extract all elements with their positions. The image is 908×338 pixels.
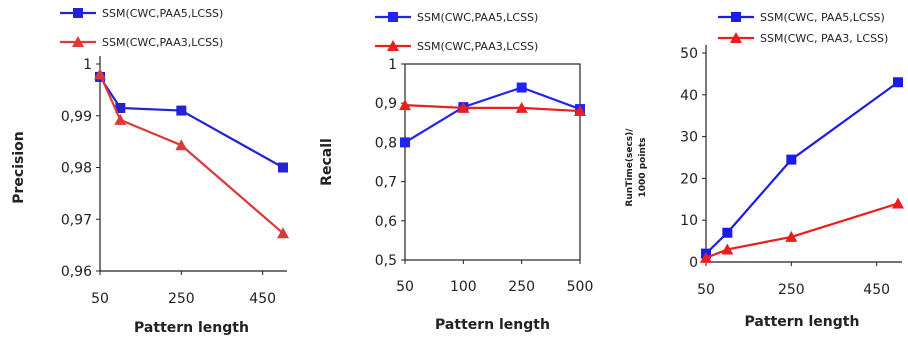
y-tick-label: 0,6 xyxy=(375,214,397,230)
y-tick-label: 0,99 xyxy=(61,109,92,125)
y-tick-label: 30 xyxy=(680,130,698,146)
x-axis-label: Pattern length xyxy=(745,314,860,330)
data-point-square xyxy=(400,137,410,148)
x-tick-label: 50 xyxy=(697,282,715,298)
y-tick-label: 40 xyxy=(680,88,698,104)
data-point-triangle xyxy=(574,105,586,117)
series-line xyxy=(404,86,581,144)
y-tick-label: 50 xyxy=(680,46,698,62)
x-axis-label: Pattern length xyxy=(134,320,249,336)
data-point-triangle xyxy=(721,243,734,255)
x-tick-label: 50 xyxy=(91,291,109,307)
legend-entry: SSM(CWC,PAA5,LCSS) xyxy=(102,7,223,20)
y-tick-label: 0,8 xyxy=(375,135,397,151)
data-point-triangle xyxy=(457,101,470,113)
y-tick-label: 0,7 xyxy=(375,175,397,191)
series-line xyxy=(705,81,899,255)
y-tick-label: 20 xyxy=(680,171,698,187)
y-tick-label: 1 xyxy=(83,57,92,73)
series-line xyxy=(404,104,581,113)
legend-marker-triangle xyxy=(730,32,742,43)
y-axis-label: Recall xyxy=(319,138,335,186)
data-point-triangle xyxy=(277,227,289,239)
data-point-triangle xyxy=(399,99,411,111)
legend-marker-square xyxy=(73,8,83,18)
series-line xyxy=(98,73,284,235)
legend-marker-triangle xyxy=(387,40,399,51)
legend-entry: SSM(CWC, PAA3, LCSS) xyxy=(760,32,888,45)
y-tick-label: 0,9 xyxy=(375,96,397,112)
x-tick-label: 250 xyxy=(508,279,535,295)
legend-entry: SSM(CWC,PAA3,LCSS) xyxy=(417,40,538,53)
plot-frame xyxy=(404,63,581,261)
x-tick-label: 250 xyxy=(168,291,195,307)
recall-chart: 0,5 0,6 0,7 0,8 0,9 1 50 100 250 500 Pattern lengt… xyxy=(319,11,593,333)
y-axis-label: Precision xyxy=(11,131,27,203)
legend-entry: SSM(CWC,PAA3,LCSS) xyxy=(102,36,223,49)
series-line xyxy=(705,202,899,259)
data-point-square xyxy=(786,154,797,165)
y-axis-label: RunTime(secs)/1000 points xyxy=(625,128,648,207)
x-tick-label: 50 xyxy=(396,279,414,295)
legend-marker-triangle xyxy=(72,36,84,47)
data-point-square xyxy=(278,162,288,173)
data-point-triangle xyxy=(700,251,712,263)
data-point-square xyxy=(115,102,126,113)
data-point-triangle xyxy=(94,68,106,80)
y-tick-label: 0,97 xyxy=(61,212,92,228)
data-point-triangle xyxy=(515,101,528,113)
y-tick-label: 0,96 xyxy=(61,264,92,280)
legend-marker-square xyxy=(388,12,398,22)
x-tick-label: 100 xyxy=(450,279,477,295)
data-point-triangle xyxy=(892,197,904,209)
y-tick-label: 10 xyxy=(680,213,698,229)
y-tick-label: 0 xyxy=(689,255,698,271)
data-point-triangle xyxy=(114,113,127,125)
series-line xyxy=(99,76,284,169)
legend-entry: SSM(CWC,PAA5,LCSS) xyxy=(417,11,538,24)
legend-marker-square xyxy=(731,12,741,22)
x-tick-label: 450 xyxy=(863,282,890,298)
data-point-square xyxy=(893,77,903,88)
y-tick-label: 1 xyxy=(388,57,397,73)
x-tick-label: 250 xyxy=(778,282,805,298)
y-tick-label: 0,98 xyxy=(61,161,92,177)
legend-entry: SSM(CWC, PAA5,LCSS) xyxy=(760,11,885,24)
data-point-square xyxy=(176,105,187,116)
data-point-triangle xyxy=(175,139,188,151)
y-tick-label: 0,5 xyxy=(375,253,397,269)
data-point-square xyxy=(722,227,733,238)
data-point-triangle xyxy=(785,230,798,242)
x-tick-label: 500 xyxy=(567,279,594,295)
x-tick-label: 450 xyxy=(249,291,276,307)
data-point-square xyxy=(516,82,527,93)
x-axis-label: Pattern length xyxy=(435,317,550,333)
